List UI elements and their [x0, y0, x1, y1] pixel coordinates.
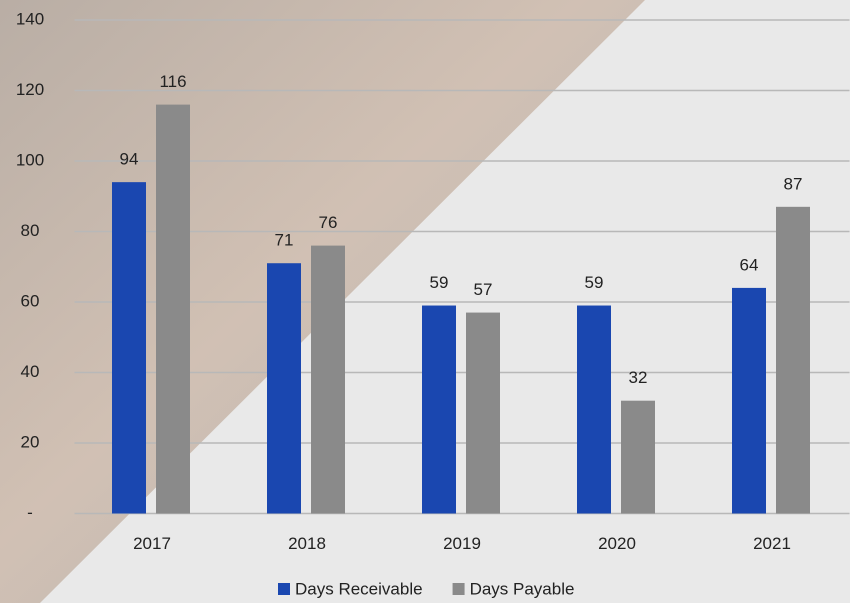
bar [422, 306, 456, 514]
y-tick-label: 20 [21, 432, 40, 451]
bar [732, 288, 766, 514]
x-tick-label: 2018 [288, 534, 326, 553]
y-tick-label: 80 [21, 221, 40, 240]
bar [466, 313, 500, 514]
data-label: 87 [784, 174, 803, 193]
legend-label: Days Receivable [295, 579, 423, 598]
data-label: 57 [474, 280, 493, 299]
bar [577, 306, 611, 514]
bar [776, 207, 810, 514]
x-tick-label: 2019 [443, 534, 481, 553]
bar [311, 246, 345, 514]
data-label: 59 [430, 273, 449, 292]
y-tick-label: 140 [16, 9, 44, 28]
legend-label: Days Payable [470, 579, 575, 598]
data-label: 94 [120, 150, 139, 169]
bar [156, 105, 190, 514]
bar [112, 182, 146, 513]
data-label: 76 [319, 213, 338, 232]
legend-swatch [453, 583, 465, 595]
data-label: 116 [159, 72, 186, 91]
data-label: 64 [740, 255, 759, 274]
chart: - 20 40 60 80 100 120 140 2017 94 116 2018 71 76 2019 5… [0, 0, 850, 603]
x-tick-label: 2020 [598, 534, 636, 553]
bar [267, 263, 301, 513]
x-tick-label: 2017 [133, 534, 171, 553]
bar [621, 401, 655, 514]
data-label: 32 [629, 368, 648, 387]
data-label: 71 [275, 231, 294, 250]
y-tick-label: - [27, 503, 33, 522]
y-tick-label: 120 [16, 80, 44, 99]
y-tick-label: 40 [21, 362, 40, 381]
y-tick-label: 60 [21, 291, 40, 310]
legend-swatch [278, 583, 290, 595]
y-tick-label: 100 [16, 150, 44, 169]
x-tick-label: 2021 [753, 534, 791, 553]
data-label: 59 [585, 273, 604, 292]
